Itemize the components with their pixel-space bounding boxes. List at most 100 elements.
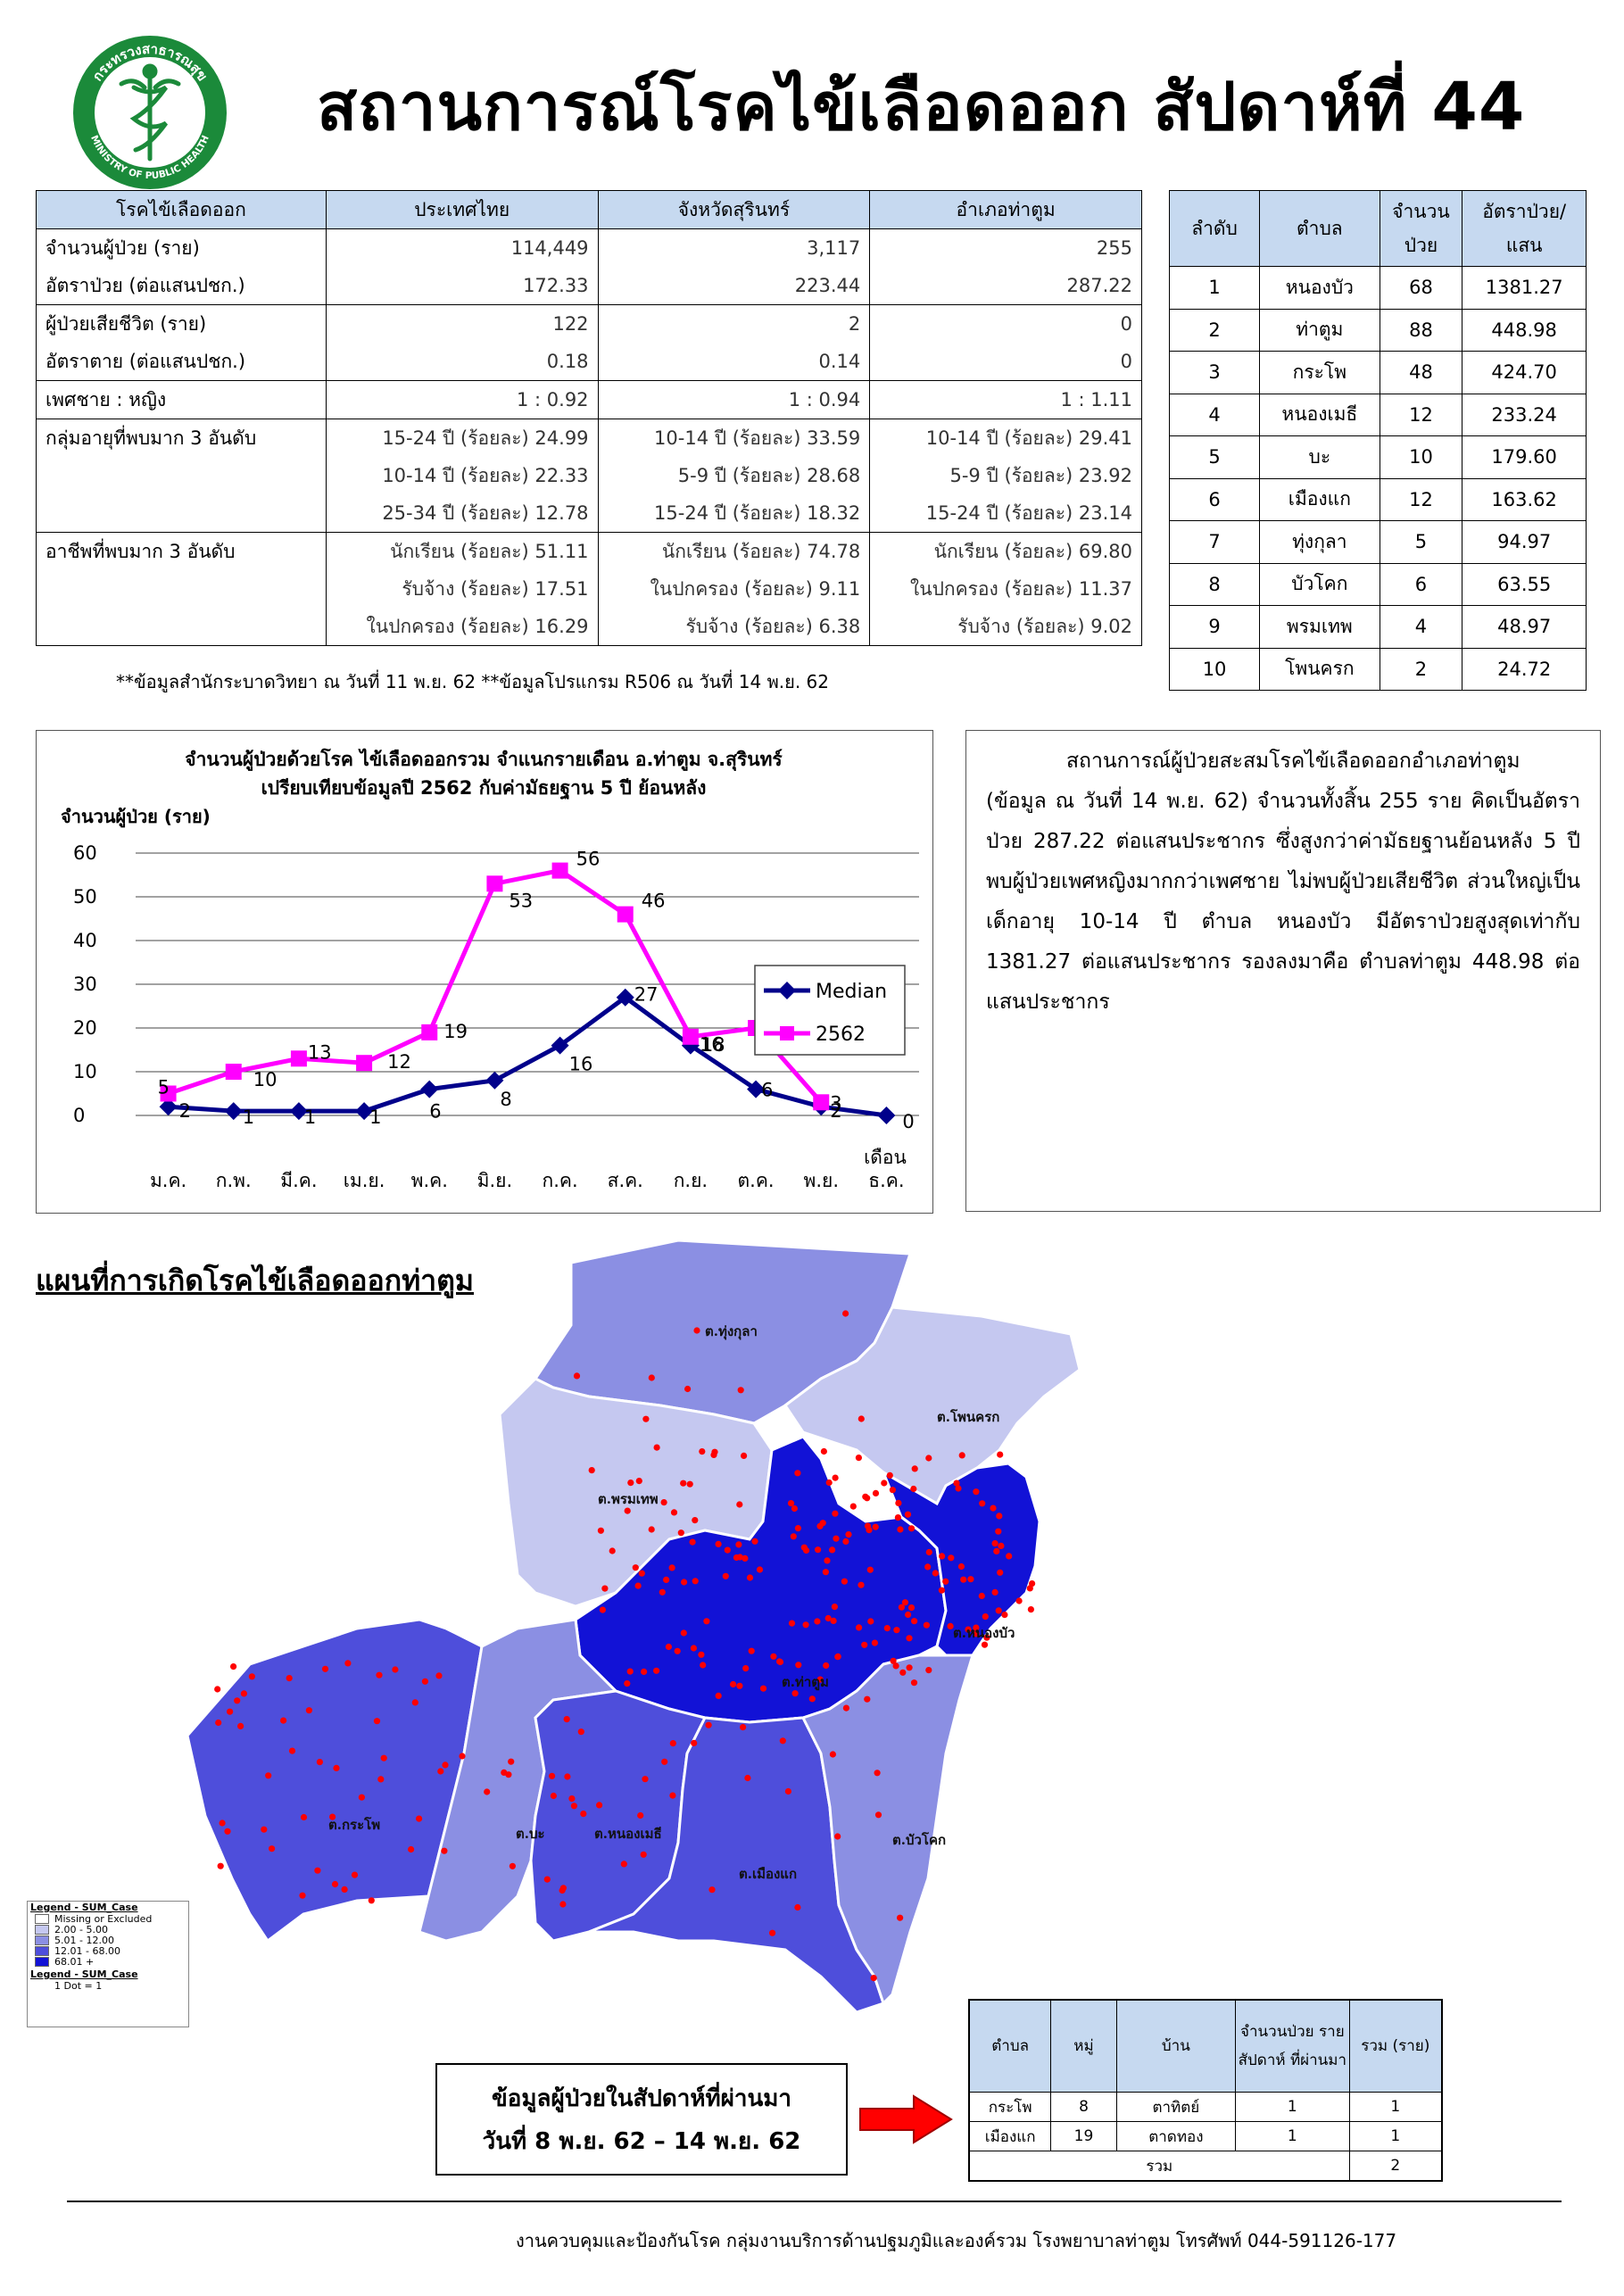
case-dot: [708, 1886, 716, 1894]
chart-point-median: [289, 1102, 308, 1121]
chart-point-median: [159, 1098, 178, 1116]
case-dot: [973, 1630, 980, 1637]
week-header: หมู่: [1050, 1999, 1117, 2093]
legend-item: 5.01 - 12.00: [54, 1934, 114, 1946]
case-dot: [634, 1582, 642, 1589]
map-label-buakhok: ต.บัวโคก: [892, 1831, 946, 1848]
summary-header: ประเทศไทย: [325, 190, 599, 229]
case-dot: [948, 1554, 955, 1562]
case-dot: [684, 1385, 692, 1393]
case-dot: [484, 1788, 491, 1795]
last-week-line1: ข้อมูลผู้ป่วยในสัปดาห์ที่ผ่านมา: [492, 2085, 791, 2112]
case-dot: [898, 1604, 906, 1611]
case-dot: [549, 1772, 556, 1779]
rank-cell: 179.60: [1462, 435, 1587, 479]
case-dot: [305, 1707, 312, 1714]
summary-header: จังหวัดสุรินทร์: [597, 190, 871, 229]
case-dot: [692, 1578, 699, 1585]
chart-data-label: 56: [576, 849, 601, 870]
case-dot: [808, 1695, 816, 1703]
case-dot: [234, 1697, 241, 1704]
case-dot: [265, 1772, 272, 1779]
case-dot: [791, 1504, 799, 1513]
case-dot: [742, 1665, 750, 1672]
case-dot: [724, 1546, 731, 1554]
rank-cell: 7: [1168, 520, 1261, 564]
case-dot: [790, 1533, 797, 1540]
case-dot: [866, 1566, 874, 1573]
case-dot: [730, 1680, 737, 1688]
week-total-label: รวม: [968, 2151, 1350, 2182]
case-dot: [300, 1813, 308, 1821]
legend-2562-label: 2562: [816, 1024, 866, 1046]
map-label-nongbua: ต.หนองบัว: [953, 1625, 1015, 1641]
case-dot: [830, 1617, 837, 1624]
legend-item: Missing or Excluded: [54, 1912, 153, 1925]
case-dot: [770, 1653, 777, 1660]
legend-item: 68.01 +: [54, 1955, 95, 1968]
case-dot: [710, 1451, 717, 1458]
summary-header-row: โรคไข้เลือดออก ประเทศไทย จังหวัดสุรินทร์…: [36, 190, 1142, 229]
case-dot: [215, 1719, 222, 1727]
case-dot: [832, 1510, 839, 1517]
dengue-monthly-chart: จำนวนผู้ป่วยด้วยโรค ไข้เลือดออกรวม จำแนก…: [61, 748, 919, 1191]
rank-cell: 424.70: [1462, 351, 1587, 394]
case-dot: [788, 1620, 796, 1627]
case-dot: [833, 1535, 840, 1542]
chart-data-label: 27: [634, 984, 659, 1006]
summary-cell: นักเรียน (ร้อยละ) 51.11: [326, 532, 599, 570]
week-cell: 1: [1235, 2092, 1350, 2122]
case-dot: [703, 1618, 710, 1625]
case-dot: [904, 1511, 912, 1518]
table-row: เมืองแก 19 ตาดทอง 1 1: [968, 2121, 1443, 2151]
case-dot: [823, 1662, 830, 1670]
case-dot: [995, 1607, 1002, 1614]
rank-cell: 48.97: [1462, 605, 1587, 649]
case-dot: [741, 1452, 748, 1459]
chart-xlabel: เดือน: [864, 1147, 907, 1168]
rank-cell: 8: [1168, 562, 1261, 606]
chart-data-label: 13: [308, 1041, 332, 1063]
rank-cell: ทุ่งกุลา: [1259, 520, 1380, 564]
case-dot: [897, 1526, 904, 1533]
chart-data-label: 6: [429, 1101, 441, 1123]
legend-title: Legend - SUM_Case: [30, 1902, 138, 1913]
table-row: 1 หนองบัว 68 1381.27: [1168, 266, 1587, 310]
case-dot: [329, 1813, 336, 1820]
case-dot: [240, 1690, 247, 1697]
week-header: บ้าน: [1115, 1999, 1237, 2093]
chart-point-median: [485, 1071, 504, 1090]
case-dot: [947, 1622, 954, 1629]
case-dot: [214, 1686, 221, 1693]
chart-xtick-label: ส.ค.: [608, 1170, 643, 1191]
chart-data-label: 2: [179, 1100, 191, 1122]
summary-cell: 0: [869, 304, 1142, 343]
case-dot: [744, 1774, 751, 1782]
case-dot: [508, 1758, 515, 1765]
chart-point-2562: [290, 1050, 307, 1067]
case-dot: [609, 1547, 616, 1554]
last-week-line2: วันที่ 8 พ.ย. 62 – 14 พ.ย. 62: [482, 2128, 801, 2155]
case-dot: [883, 1625, 891, 1632]
chart-data-label: 6: [761, 1080, 773, 1101]
summary-row-label: อาชีพที่พบมาก 3 อันดับ: [36, 532, 327, 570]
case-dot: [1027, 1606, 1034, 1613]
rank-cell: 3: [1168, 351, 1261, 394]
summary-cell: 0.18: [326, 343, 599, 381]
rank-cell: 448.98: [1462, 308, 1587, 352]
rank-cell: 2: [1168, 308, 1261, 352]
case-dot: [509, 1862, 516, 1869]
map-legend: Legend - SUM_Case Missing or Excluded 2.…: [27, 1901, 189, 2027]
case-dot: [991, 1540, 998, 1547]
chart-point-2562: [421, 1024, 438, 1040]
case-dot: [280, 1717, 287, 1724]
summary-row-label: อัตราตาย (ต่อแสนปชก.): [36, 343, 327, 381]
rank-cell: กระโพ: [1259, 351, 1380, 394]
case-dot: [751, 1538, 758, 1545]
summary-cell: 10-14 ปี (ร้อยละ) 33.59: [598, 419, 871, 457]
case-dot: [416, 1815, 423, 1822]
case-dot: [596, 1802, 603, 1809]
district-map: ต.ทุ่งกุลา ต.โพนครก ต.พรมเทพ ต.หนองบัว ต…: [186, 1239, 1081, 2014]
case-dot: [924, 1563, 932, 1571]
case-dot: [648, 1374, 655, 1381]
